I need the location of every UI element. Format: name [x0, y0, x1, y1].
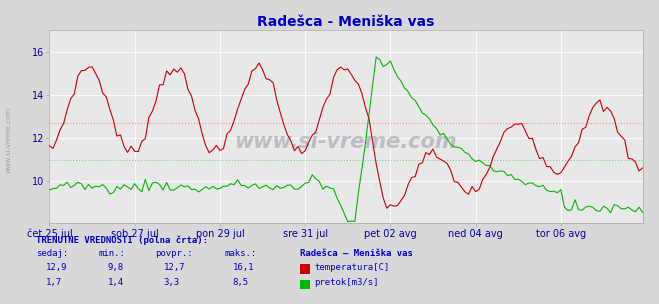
Title: Radešca - Meniška vas: Radešca - Meniška vas	[257, 15, 435, 29]
Text: 1,7: 1,7	[46, 278, 62, 287]
Text: sedaj:: sedaj:	[36, 249, 69, 258]
Text: www.si-vreme.com: www.si-vreme.com	[235, 132, 457, 152]
Text: 9,8: 9,8	[107, 263, 123, 272]
Text: 8,5: 8,5	[233, 278, 248, 287]
Text: povpr.:: povpr.:	[155, 249, 192, 258]
Text: Radešca – Meniška vas: Radešca – Meniška vas	[300, 249, 413, 258]
Text: TRENUTNE VREDNOSTI (polna črta):: TRENUTNE VREDNOSTI (polna črta):	[36, 236, 208, 245]
Text: 12,7: 12,7	[163, 263, 185, 272]
Text: 12,9: 12,9	[46, 263, 68, 272]
Text: 1,4: 1,4	[107, 278, 123, 287]
Text: temperatura[C]: temperatura[C]	[314, 263, 389, 272]
Text: maks.:: maks.:	[224, 249, 256, 258]
Text: min.:: min.:	[99, 249, 126, 258]
Text: www.si-vreme.com: www.si-vreme.com	[5, 107, 11, 173]
Text: pretok[m3/s]: pretok[m3/s]	[314, 278, 379, 287]
Text: 3,3: 3,3	[163, 278, 179, 287]
Text: 16,1: 16,1	[233, 263, 254, 272]
